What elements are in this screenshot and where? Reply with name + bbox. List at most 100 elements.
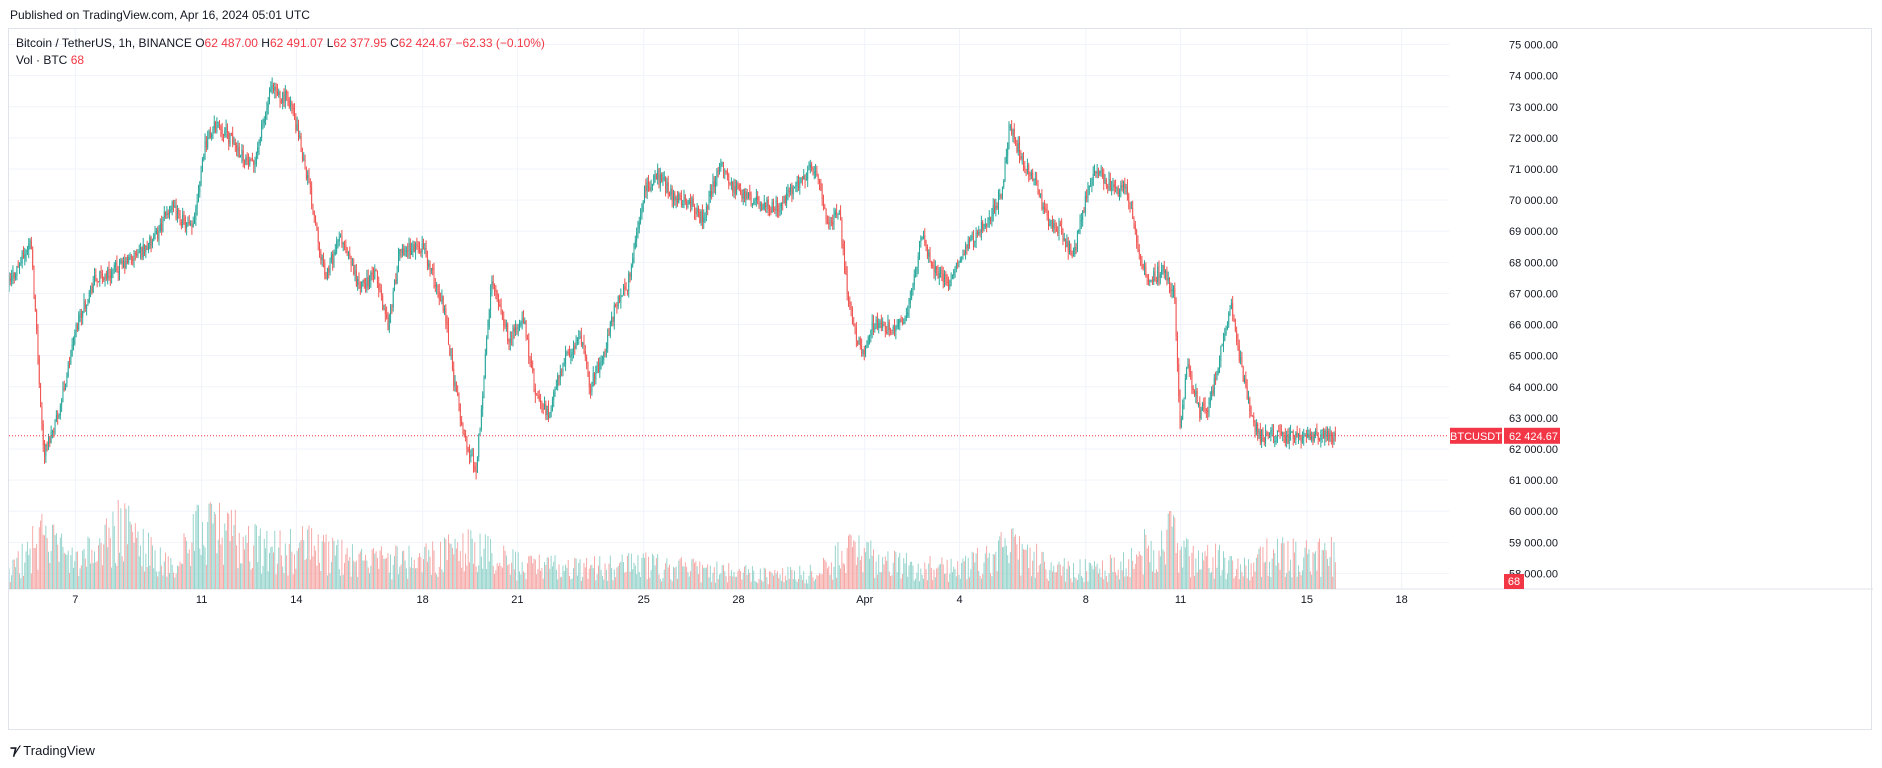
volume-bar xyxy=(1179,550,1181,589)
volume-bar xyxy=(667,567,669,589)
candle-body xyxy=(1288,434,1290,444)
candle-body xyxy=(786,192,788,204)
volume-bar xyxy=(375,551,377,589)
volume-bar xyxy=(1186,538,1188,589)
volume-bar xyxy=(454,538,456,589)
volume-bar xyxy=(174,577,176,589)
volume-bar xyxy=(407,578,409,589)
volume-bar xyxy=(1149,562,1151,589)
candle-body xyxy=(323,256,324,264)
candle-body xyxy=(134,253,136,254)
candle-body xyxy=(1038,189,1040,196)
volume-bar xyxy=(815,578,817,589)
volume-bar xyxy=(311,528,313,589)
volume-bar xyxy=(848,535,849,589)
volume-bar xyxy=(442,572,444,589)
candle-body xyxy=(673,192,674,201)
volume-bar xyxy=(549,568,551,589)
candle-body xyxy=(488,310,490,327)
volume-bar xyxy=(38,527,40,589)
volume-bar xyxy=(970,569,972,589)
volume-bar xyxy=(544,562,545,589)
candle-body xyxy=(1266,431,1268,435)
candle-body xyxy=(463,433,465,436)
candle-body xyxy=(1073,255,1074,257)
volume-bar xyxy=(42,534,44,589)
candle-body xyxy=(346,247,348,254)
candle-body xyxy=(1269,433,1270,437)
volume-bar xyxy=(984,553,986,589)
volume-bar xyxy=(1055,572,1057,589)
candle-body xyxy=(944,274,945,282)
candle-body xyxy=(325,274,327,279)
candle-body xyxy=(871,321,873,331)
candle-body xyxy=(853,323,855,325)
candle-body xyxy=(734,186,736,194)
candle-body xyxy=(1233,315,1235,320)
volume-bar xyxy=(712,572,714,589)
candle-body xyxy=(1094,171,1095,175)
candle-body xyxy=(341,235,343,245)
volume-bar xyxy=(299,542,301,589)
volume-bar xyxy=(528,556,530,589)
volume-bar xyxy=(613,569,615,589)
volume-bar xyxy=(512,549,514,589)
volume-bar xyxy=(895,551,897,589)
candle-body xyxy=(880,321,882,329)
volume-bar xyxy=(530,556,532,589)
volume-bar xyxy=(1291,577,1293,589)
volume-bar xyxy=(753,570,755,589)
volume-bar xyxy=(1221,570,1223,589)
candle-body xyxy=(1133,218,1135,225)
volume-bar xyxy=(705,567,707,589)
candle-body xyxy=(942,273,944,282)
candle-body xyxy=(844,248,845,267)
volume-bar xyxy=(513,569,515,589)
candle-body xyxy=(329,259,331,273)
candle-body xyxy=(1108,178,1110,188)
candle-body xyxy=(508,341,510,343)
volume-bar xyxy=(1098,573,1099,589)
volume-bar xyxy=(266,530,268,589)
candle-body xyxy=(767,199,769,210)
candle-body xyxy=(912,285,914,289)
volume-bar xyxy=(738,568,740,589)
candle-body xyxy=(915,271,917,275)
candle-body xyxy=(838,211,840,214)
volume-bar xyxy=(1113,557,1115,589)
volume-bar xyxy=(1125,568,1127,589)
candle-body xyxy=(999,194,1001,197)
volume-bar xyxy=(711,582,713,589)
candle-body xyxy=(366,277,368,289)
candle-body xyxy=(448,324,449,345)
candle-body xyxy=(296,124,298,131)
candle-body xyxy=(1017,143,1019,152)
volume-bar xyxy=(41,513,43,589)
candle-body xyxy=(484,353,486,378)
volume-bar xyxy=(762,581,764,589)
chart-frame[interactable]: 58 000.00 59 000.00 60 000.00 61 000.00 62 0… xyxy=(8,28,1873,731)
volume-bar xyxy=(500,566,502,589)
volume-bar xyxy=(351,544,353,589)
volume-bar xyxy=(154,550,156,589)
volume-bar xyxy=(1175,552,1177,589)
candle-body xyxy=(1176,336,1178,364)
candle-body xyxy=(854,324,856,329)
volume-bar xyxy=(200,554,202,589)
volume-bar xyxy=(1226,573,1228,589)
volume-bar xyxy=(1240,564,1242,589)
volume-bar xyxy=(832,579,834,589)
volume-bar xyxy=(940,563,942,589)
candle-body xyxy=(444,308,445,312)
candle-body xyxy=(629,273,631,278)
volume-bar xyxy=(663,569,665,589)
volume-bar xyxy=(524,572,526,589)
volume-bar xyxy=(594,556,595,589)
candle-body xyxy=(80,312,82,318)
volume-bar xyxy=(79,568,81,589)
candle-body xyxy=(511,339,513,341)
volume-bar xyxy=(224,523,226,589)
volume-bar xyxy=(309,559,311,589)
volume-bar xyxy=(370,565,372,589)
